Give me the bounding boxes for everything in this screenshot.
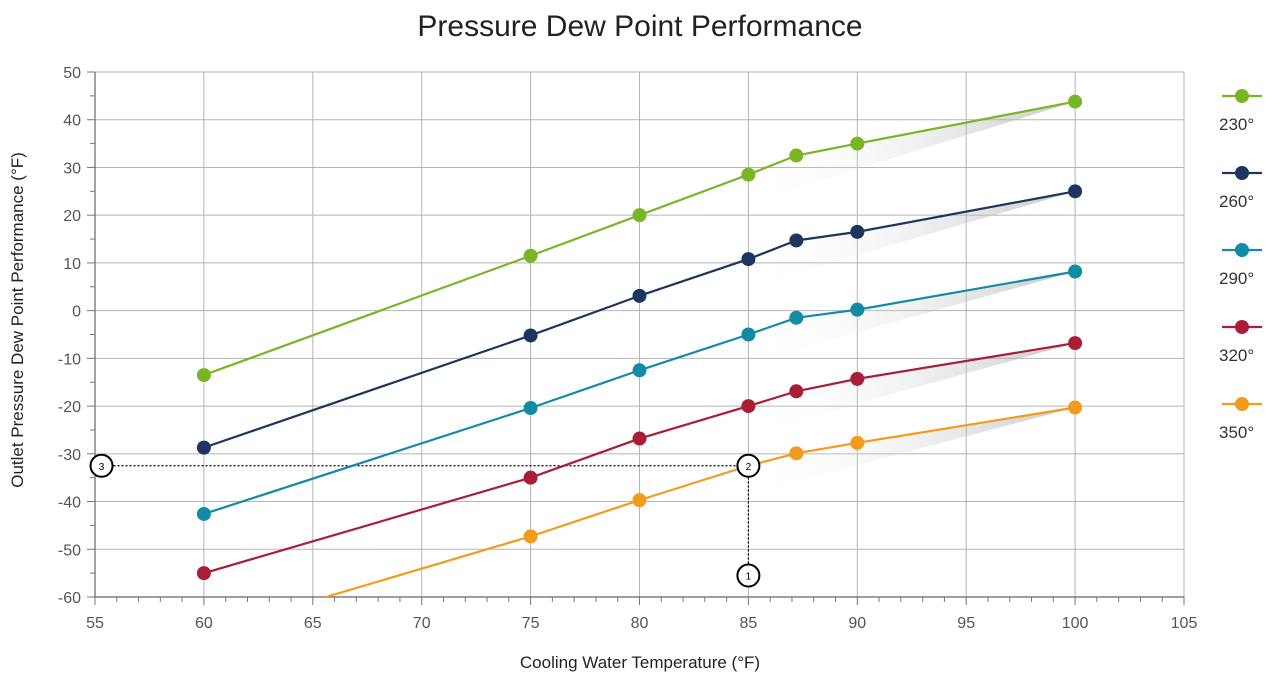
y-tick-label: -20 <box>58 399 81 416</box>
data-point <box>632 493 647 508</box>
data-point <box>196 506 211 521</box>
y-tick-label: -60 <box>58 590 81 607</box>
callout-label: 2 <box>746 462 752 473</box>
data-point <box>741 167 756 182</box>
data-point <box>741 399 756 414</box>
y-tick-label: -30 <box>58 447 81 464</box>
y-tick-label: 30 <box>63 160 81 177</box>
legend-label: 350° <box>1219 423 1254 442</box>
legend-label: 320° <box>1219 346 1254 365</box>
callouts: 1 2 3 <box>89 453 761 588</box>
data-point <box>1068 336 1083 351</box>
data-point <box>523 470 538 485</box>
data-point <box>1068 400 1083 415</box>
data-point <box>789 148 804 163</box>
y-tick-label: 50 <box>63 65 81 82</box>
callout-marker <box>736 563 761 588</box>
x-tick-label: 60 <box>195 615 213 632</box>
data-point <box>523 248 538 263</box>
x-tick-label: 55 <box>86 615 104 632</box>
data-point <box>1068 94 1083 109</box>
x-tick-label: 95 <box>957 615 975 632</box>
callout-label: 1 <box>746 572 752 583</box>
x-tick-label: 70 <box>413 615 431 632</box>
data-point <box>196 368 211 383</box>
data-point <box>789 233 804 248</box>
y-tick-label: 10 <box>63 256 81 273</box>
shade-wedge <box>748 271 1076 363</box>
series <box>196 94 1083 599</box>
callout-label: 3 <box>99 462 105 473</box>
y-axis-label: Outlet Pressure Dew Point Performance (°… <box>8 152 27 488</box>
legend: 230° 260° 290° 320° 350° <box>1219 89 1262 442</box>
chart-title: Pressure Dew Point Performance <box>417 10 862 43</box>
data-point <box>632 208 647 223</box>
data-point <box>850 224 865 239</box>
data-point <box>850 371 865 386</box>
x-tick-label: 65 <box>304 615 322 632</box>
data-point <box>523 328 538 343</box>
data-point <box>741 327 756 342</box>
data-point <box>850 136 865 151</box>
data-point <box>850 435 865 450</box>
data-point <box>1068 264 1083 279</box>
data-point <box>632 431 647 446</box>
x-tick-label: 75 <box>522 615 540 632</box>
y-tick-label: -10 <box>58 351 81 368</box>
legend-label: 260° <box>1219 192 1254 211</box>
y-tick-label: 0 <box>72 304 81 321</box>
data-point <box>850 302 865 317</box>
data-point <box>523 529 538 544</box>
y-tick-label: -40 <box>58 495 81 512</box>
y-tick-label: -50 <box>58 542 81 559</box>
shade-wedge <box>748 343 1076 435</box>
data-point <box>789 446 804 461</box>
shade-wedge <box>748 407 1076 494</box>
y-tick-label: 40 <box>63 113 81 130</box>
legend-marker <box>1235 397 1249 411</box>
data-point <box>196 566 211 581</box>
legend-label: 290° <box>1219 269 1254 288</box>
legend-marker <box>1235 320 1249 334</box>
callout-marker <box>736 453 761 478</box>
data-point <box>632 288 647 303</box>
axes: 55 60 65 70 75 80 85 90 95 100 10550403020100-10-2… <box>58 65 1198 632</box>
x-tick-label: 100 <box>1062 615 1089 632</box>
data-point <box>789 310 804 325</box>
data-point <box>741 252 756 267</box>
legend-marker <box>1235 166 1249 180</box>
x-tick-label: 105 <box>1171 615 1198 632</box>
shading <box>748 101 1076 494</box>
data-point <box>632 363 647 378</box>
legend-marker <box>1235 243 1249 257</box>
legend-marker <box>1235 89 1249 103</box>
x-tick-label: 85 <box>740 615 758 632</box>
data-point <box>196 440 211 455</box>
data-point <box>1068 184 1083 199</box>
x-tick-label: 80 <box>631 615 649 632</box>
y-tick-label: 20 <box>63 208 81 225</box>
shade-wedge <box>748 101 1076 203</box>
data-point <box>789 384 804 399</box>
legend-label: 230° <box>1219 115 1254 134</box>
data-point <box>523 401 538 415</box>
x-tick-label: 90 <box>848 615 866 632</box>
x-axis-label: Cooling Water Temperature (°F) <box>520 653 760 672</box>
grid <box>94 71 1185 598</box>
shade-wedge <box>748 191 1076 288</box>
callout-marker <box>89 453 114 478</box>
